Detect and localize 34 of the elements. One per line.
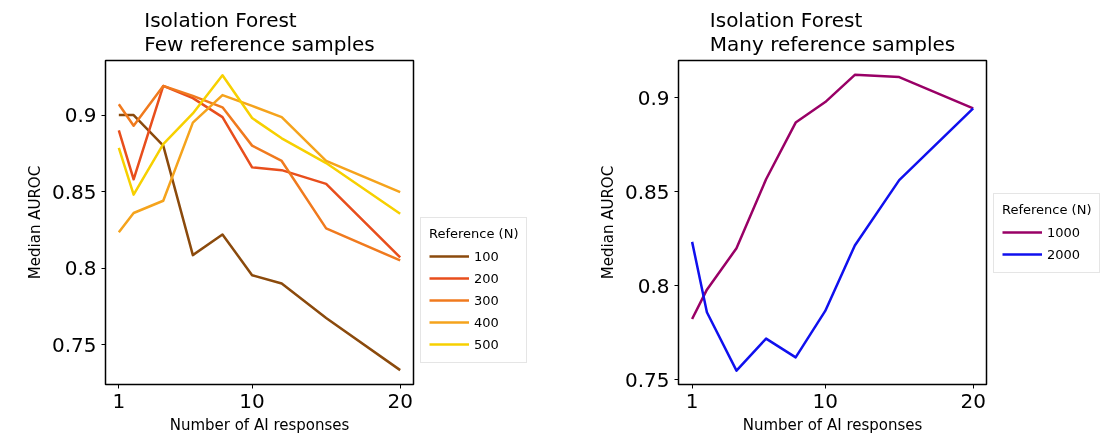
- y-tick-label: 0.9: [637, 85, 670, 110]
- x-tick-label: 20: [960, 388, 986, 413]
- legend-label: 300: [474, 292, 499, 308]
- legend-title: Reference (N): [1002, 202, 1092, 217]
- legend-label: 100: [474, 248, 499, 264]
- line-series: [690, 107, 975, 372]
- legend-label: 500: [474, 336, 499, 352]
- legend-label: 200: [474, 270, 499, 286]
- x-tick-label: 1: [685, 388, 699, 413]
- line-series: [117, 93, 402, 234]
- legend-label: 1000: [1047, 224, 1081, 240]
- y-tick-label: 0.85: [624, 179, 670, 204]
- chart-title: Isolation Forest Many reference samples: [709, 7, 956, 56]
- line-series: [690, 73, 975, 321]
- y-tick-label: 0.9: [64, 103, 97, 128]
- chart-title: Isolation Forest Few reference samples: [144, 7, 375, 56]
- y-tick-label: 0.8: [637, 273, 670, 298]
- x-tick-label: 20: [387, 388, 413, 413]
- x-tick-label: 10: [812, 388, 838, 413]
- x-axis-title: Number of AI responses: [169, 415, 350, 434]
- y-axis-title: Median AUROC: [25, 165, 44, 280]
- x-tick-label: 10: [239, 388, 265, 413]
- legend-title: Reference (N): [429, 226, 519, 241]
- y-tick-label: 0.8: [64, 256, 97, 281]
- legend-label: 2000: [1047, 246, 1081, 262]
- line-series: [117, 113, 402, 372]
- y-tick-label: 0.75: [51, 332, 97, 357]
- line-series: [117, 73, 402, 216]
- legend-label: 400: [474, 314, 499, 330]
- y-tick-label: 0.85: [51, 179, 97, 204]
- x-tick-label: 1: [112, 388, 126, 413]
- y-tick-label: 0.75: [624, 367, 670, 392]
- y-axis-title: Median AUROC: [598, 165, 617, 280]
- x-axis-title: Number of AI responses: [742, 415, 923, 434]
